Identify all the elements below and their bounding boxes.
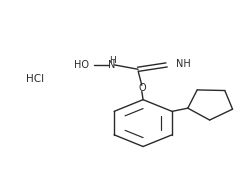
Text: HO: HO	[74, 60, 89, 70]
Text: H: H	[109, 56, 116, 65]
Text: O: O	[138, 83, 146, 93]
Text: N: N	[108, 60, 116, 70]
Text: NH: NH	[176, 59, 191, 69]
Text: HCl: HCl	[26, 74, 44, 84]
